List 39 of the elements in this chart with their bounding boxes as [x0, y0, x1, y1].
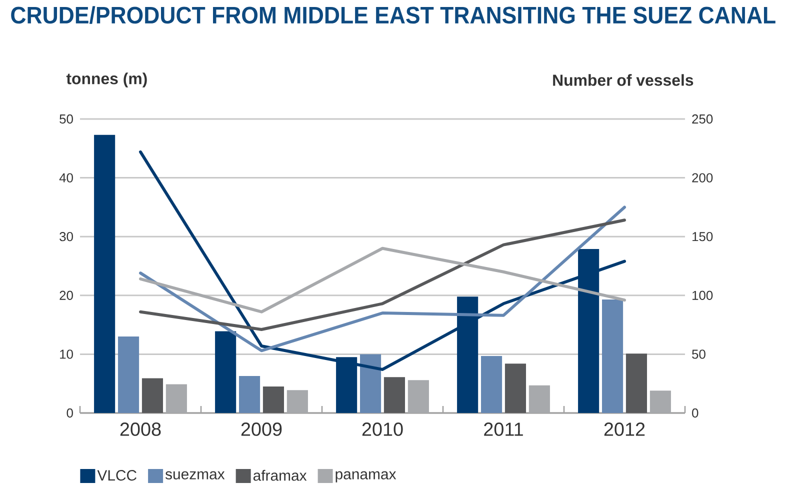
y2-tick-label: 50 — [692, 350, 706, 359]
x-tick-label: 2010 — [362, 422, 403, 436]
line-series — [139, 218, 626, 332]
y-axis-title: tonnes (m) — [66, 72, 147, 88]
bar — [480, 356, 502, 413]
y2-tick-label: 250 — [692, 114, 713, 124]
legend-label: suezmax — [165, 471, 225, 480]
bar — [238, 376, 260, 413]
bar — [118, 336, 140, 413]
y2-tick-label: 100 — [692, 290, 713, 300]
y-tick-label: 40 — [59, 173, 73, 182]
line-series — [139, 246, 626, 314]
bar — [602, 300, 624, 413]
bar — [142, 378, 164, 413]
bar — [215, 331, 236, 413]
bar — [94, 134, 116, 413]
bar — [262, 386, 284, 413]
y-tick-label: 50 — [60, 114, 73, 124]
legend-label: panamax — [336, 471, 396, 482]
y2-tick-label: 200 — [692, 173, 713, 182]
y-tick-label: 0 — [66, 408, 73, 418]
y-tick-label: 10 — [60, 350, 73, 359]
x-tick-label: 2009 — [241, 422, 282, 436]
y-tick-label: 30 — [60, 232, 73, 242]
y2-tick-label: 150 — [692, 232, 713, 242]
y-tick-label: 20 — [60, 290, 73, 300]
bar — [360, 354, 382, 413]
x-tick-label: 2012 — [604, 422, 645, 436]
bar — [626, 354, 648, 413]
chart-title: CRUDE/PRODUCT FROM MIDDLE EAST TRANSITING THE SUEZ CANAL — [11, 6, 776, 24]
y2-axis-title: Number of vessels — [553, 74, 694, 86]
bar — [384, 377, 406, 413]
x-tick-label: 2008 — [120, 422, 161, 436]
y2-tick-label: 0 — [692, 408, 698, 418]
legend-label: aframax — [253, 470, 307, 481]
x-tick-label: 2011 — [484, 422, 523, 436]
legend-label: VLCC — [97, 470, 136, 481]
line-series — [139, 206, 626, 352]
bar — [504, 364, 526, 413]
